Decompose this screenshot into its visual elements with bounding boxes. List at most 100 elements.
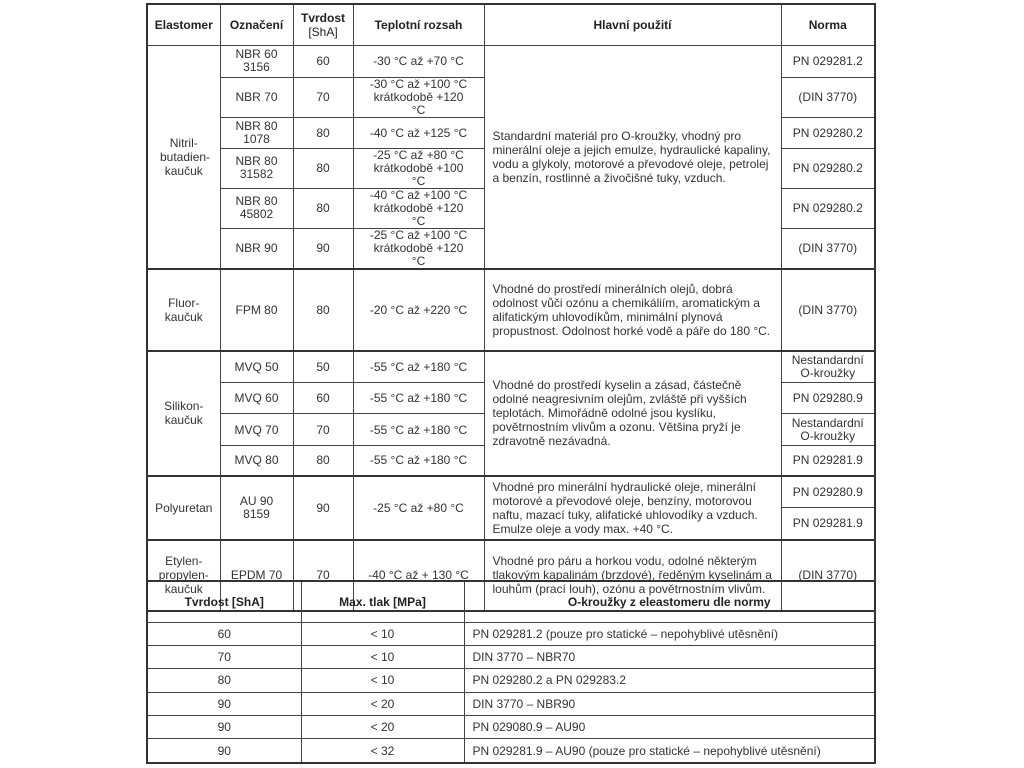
header-hardness: Tvrdost [ShA] [292,3,354,46]
temp-cell: -55 °C až +180 °C [352,413,485,446]
usage-cell: Standardní materiál pro O-kroužky, vhodn… [483,44,782,269]
hardness-cell: 80 [292,445,354,476]
norm-cell: PN 029281.2 [780,44,876,78]
code-cell: NBR 70 [219,76,294,118]
table-row: 80 < 10 PN 029280.2 a PN 029283.2 [146,668,876,693]
usage-cell: Vhodné pro minerální hydraulické oleje, … [483,475,782,540]
header-usage: Hlavní použití [483,3,782,46]
table-row: 90 < 32 PN 029281.9 – AU90 (pouze pro stat… [146,738,876,764]
hardness-cell: 70 [292,413,354,446]
hardness-cell: 60 [292,44,354,78]
pressure-cell: < 10 [300,644,465,670]
usage-cell: Vhodné do prostředí minerálních olejů, d… [483,268,782,351]
norm-cell: PN 029281.9 [780,445,876,476]
table-row: MVQ 70 70 -55 °C až +180 °C Nestandardní… [147,413,876,446]
hardness-cell: 80 [292,268,354,351]
table-row: Nitril-butadien-kaučuk NBR 60 3156 60 -3… [146,44,876,269]
norm-cell: (DIN 3770) [780,268,876,351]
table-row: MVQ 80 80 -55 °C až +180 °C PN 029281.9 [147,445,876,476]
elastomer-cell: Polyuretan [146,475,221,540]
norm-cell: PN 029281.9 [780,507,876,540]
header-elastomer: Elastomer [146,3,221,46]
table-row: NBR 90 90 -25 °C až +100 °C krátkodobě +… [147,227,876,269]
elastomer-cell: Nitril-butadien-kaučuk [146,44,221,269]
norm-cell: PN 029280.9 [780,382,876,414]
header-code: Označení [219,3,294,46]
elastomer-cell: Silikon-kaučuk [146,350,221,476]
hardness-cell: 70 [146,644,302,670]
hardness-cell: 50 [292,350,354,383]
table-row: 70 < 10 DIN 3770 – NBR70 [146,644,876,670]
pressure-cell: < 32 [300,738,465,764]
temp-cell: -55 °C až +180 °C [352,445,485,476]
header-row: Elastomer Označení Tvrdost [ShA] Teplotní… [146,3,876,46]
header-hardness-label: Tvrdost [300,10,345,25]
elastomer-cell: Fluor-kaučuk [146,268,221,351]
norm-cell: PN 029281.9 – AU90 (pouze pro statické –… [463,738,876,764]
temp-cell: -25 °C až +100 °C krátkodobě +120 °C [352,227,485,269]
hardness-cell: 60 [292,382,354,414]
norm-cell: PN 029280.2 [780,116,876,149]
pressure-table: Tvrdost [ShA] Max. tlak [MPa] O-kroužky … [146,580,876,764]
norm-cell: (DIN 3770) [780,227,876,269]
table-row: NBR 70 70 -30 °C až +100 °C krátkodobě +… [147,76,876,118]
norm-cell: Nestandardní O-kroužky [780,413,876,446]
hardness-cell: 90 [146,691,302,716]
header-norm: O-kroužky z eleastomeru dle normy [463,580,876,623]
hardness-cell: 90 [292,475,354,540]
table-row: 90 < 20 PN 029080.9 – AU90 [146,714,876,740]
usage-cell: Vhodné do prostředí kyselin a zásad, čás… [483,350,782,476]
table-row: MVQ 60 60 -55 °C až +180 °C PN 029280.9 [147,382,876,414]
table-row: NBR 80 45802 80 -40 °C až +100 °C krátko… [147,187,876,229]
hardness-cell: 90 [146,738,302,764]
temp-cell: -25 °C až +80 °C [352,475,485,540]
code-cell: MVQ 50 [219,350,294,383]
hardness-cell: 80 [292,116,354,149]
norm-cell: (DIN 3770) [780,76,876,118]
temp-cell: -30 °C až +70 °C [352,44,485,78]
code-cell: MVQ 70 [219,413,294,446]
norm-cell: PN 029280.2 [780,147,876,189]
temp-cell: -40 °C až +125 °C [352,116,485,149]
hardness-cell: 80 [292,187,354,229]
code-cell: AU 90 8159 [219,475,294,540]
temp-cell: -40 °C až +100 °C krátkodobě +120 °C [352,187,485,229]
code-cell: NBR 90 [219,227,294,269]
norm-cell: PN 029281.2 (pouze pro statické – nepohy… [463,621,876,646]
norm-cell: Nestandardní O-kroužky [780,350,876,383]
pressure-cell: < 20 [300,691,465,716]
code-cell: MVQ 80 [219,445,294,476]
norm-cell: PN 029080.9 – AU90 [463,714,876,740]
pressure-cell: < 10 [300,668,465,693]
table-row: PN 029281.9 [147,507,876,540]
norm-cell: DIN 3770 – NBR90 [463,691,876,716]
table-row: Silikon-kaučuk MVQ 50 50 -55 °C až +180 … [146,350,876,476]
table-row: NBR 80 31582 80 -25 °C až +80 °C krátkod… [147,147,876,189]
header-row: Tvrdost [ShA] Max. tlak [MPa] O-kroužky … [146,580,876,623]
code-cell: FPM 80 [219,268,294,351]
header-hardness: Tvrdost [ShA] [146,580,302,623]
header-hardness-unit: [ShA] [308,24,338,39]
norm-cell: PN 029280.2 [780,187,876,229]
hardness-cell: 80 [146,668,302,693]
pressure-cell: < 10 [300,621,465,646]
header-norm: Norma [780,3,876,46]
temp-cell: -55 °C až +180 °C [352,382,485,414]
code-cell: NBR 60 3156 [219,44,294,78]
code-cell: MVQ 60 [219,382,294,414]
table-row: 90 < 20 DIN 3770 – NBR90 [146,691,876,716]
temp-cell: -20 °C až +220 °C [352,268,485,351]
elastomer-table: Elastomer Označení Tvrdost [ShA] Teplotní… [146,3,876,612]
pressure-cell: < 20 [300,714,465,740]
code-cell: NBR 80 45802 [219,187,294,229]
header-temp: Teplotní rozsah [352,3,485,46]
norm-cell: DIN 3770 – NBR70 [463,644,876,670]
code-cell: NBR 80 31582 [219,147,294,189]
temp-cell: -55 °C až +180 °C [352,350,485,383]
table-row: 60 < 10 PN 029281.2 (pouze pro statické – … [146,621,876,646]
temp-cell: -30 °C až +100 °C krátkodobě +120 °C [352,76,485,118]
header-pressure: Max. tlak [MPa] [300,580,465,623]
norm-cell: PN 029280.9 [780,475,876,508]
table-row: NBR 80 1078 80 -40 °C až +125 °C PN 0292… [147,116,876,149]
hardness-cell: 90 [146,714,302,740]
